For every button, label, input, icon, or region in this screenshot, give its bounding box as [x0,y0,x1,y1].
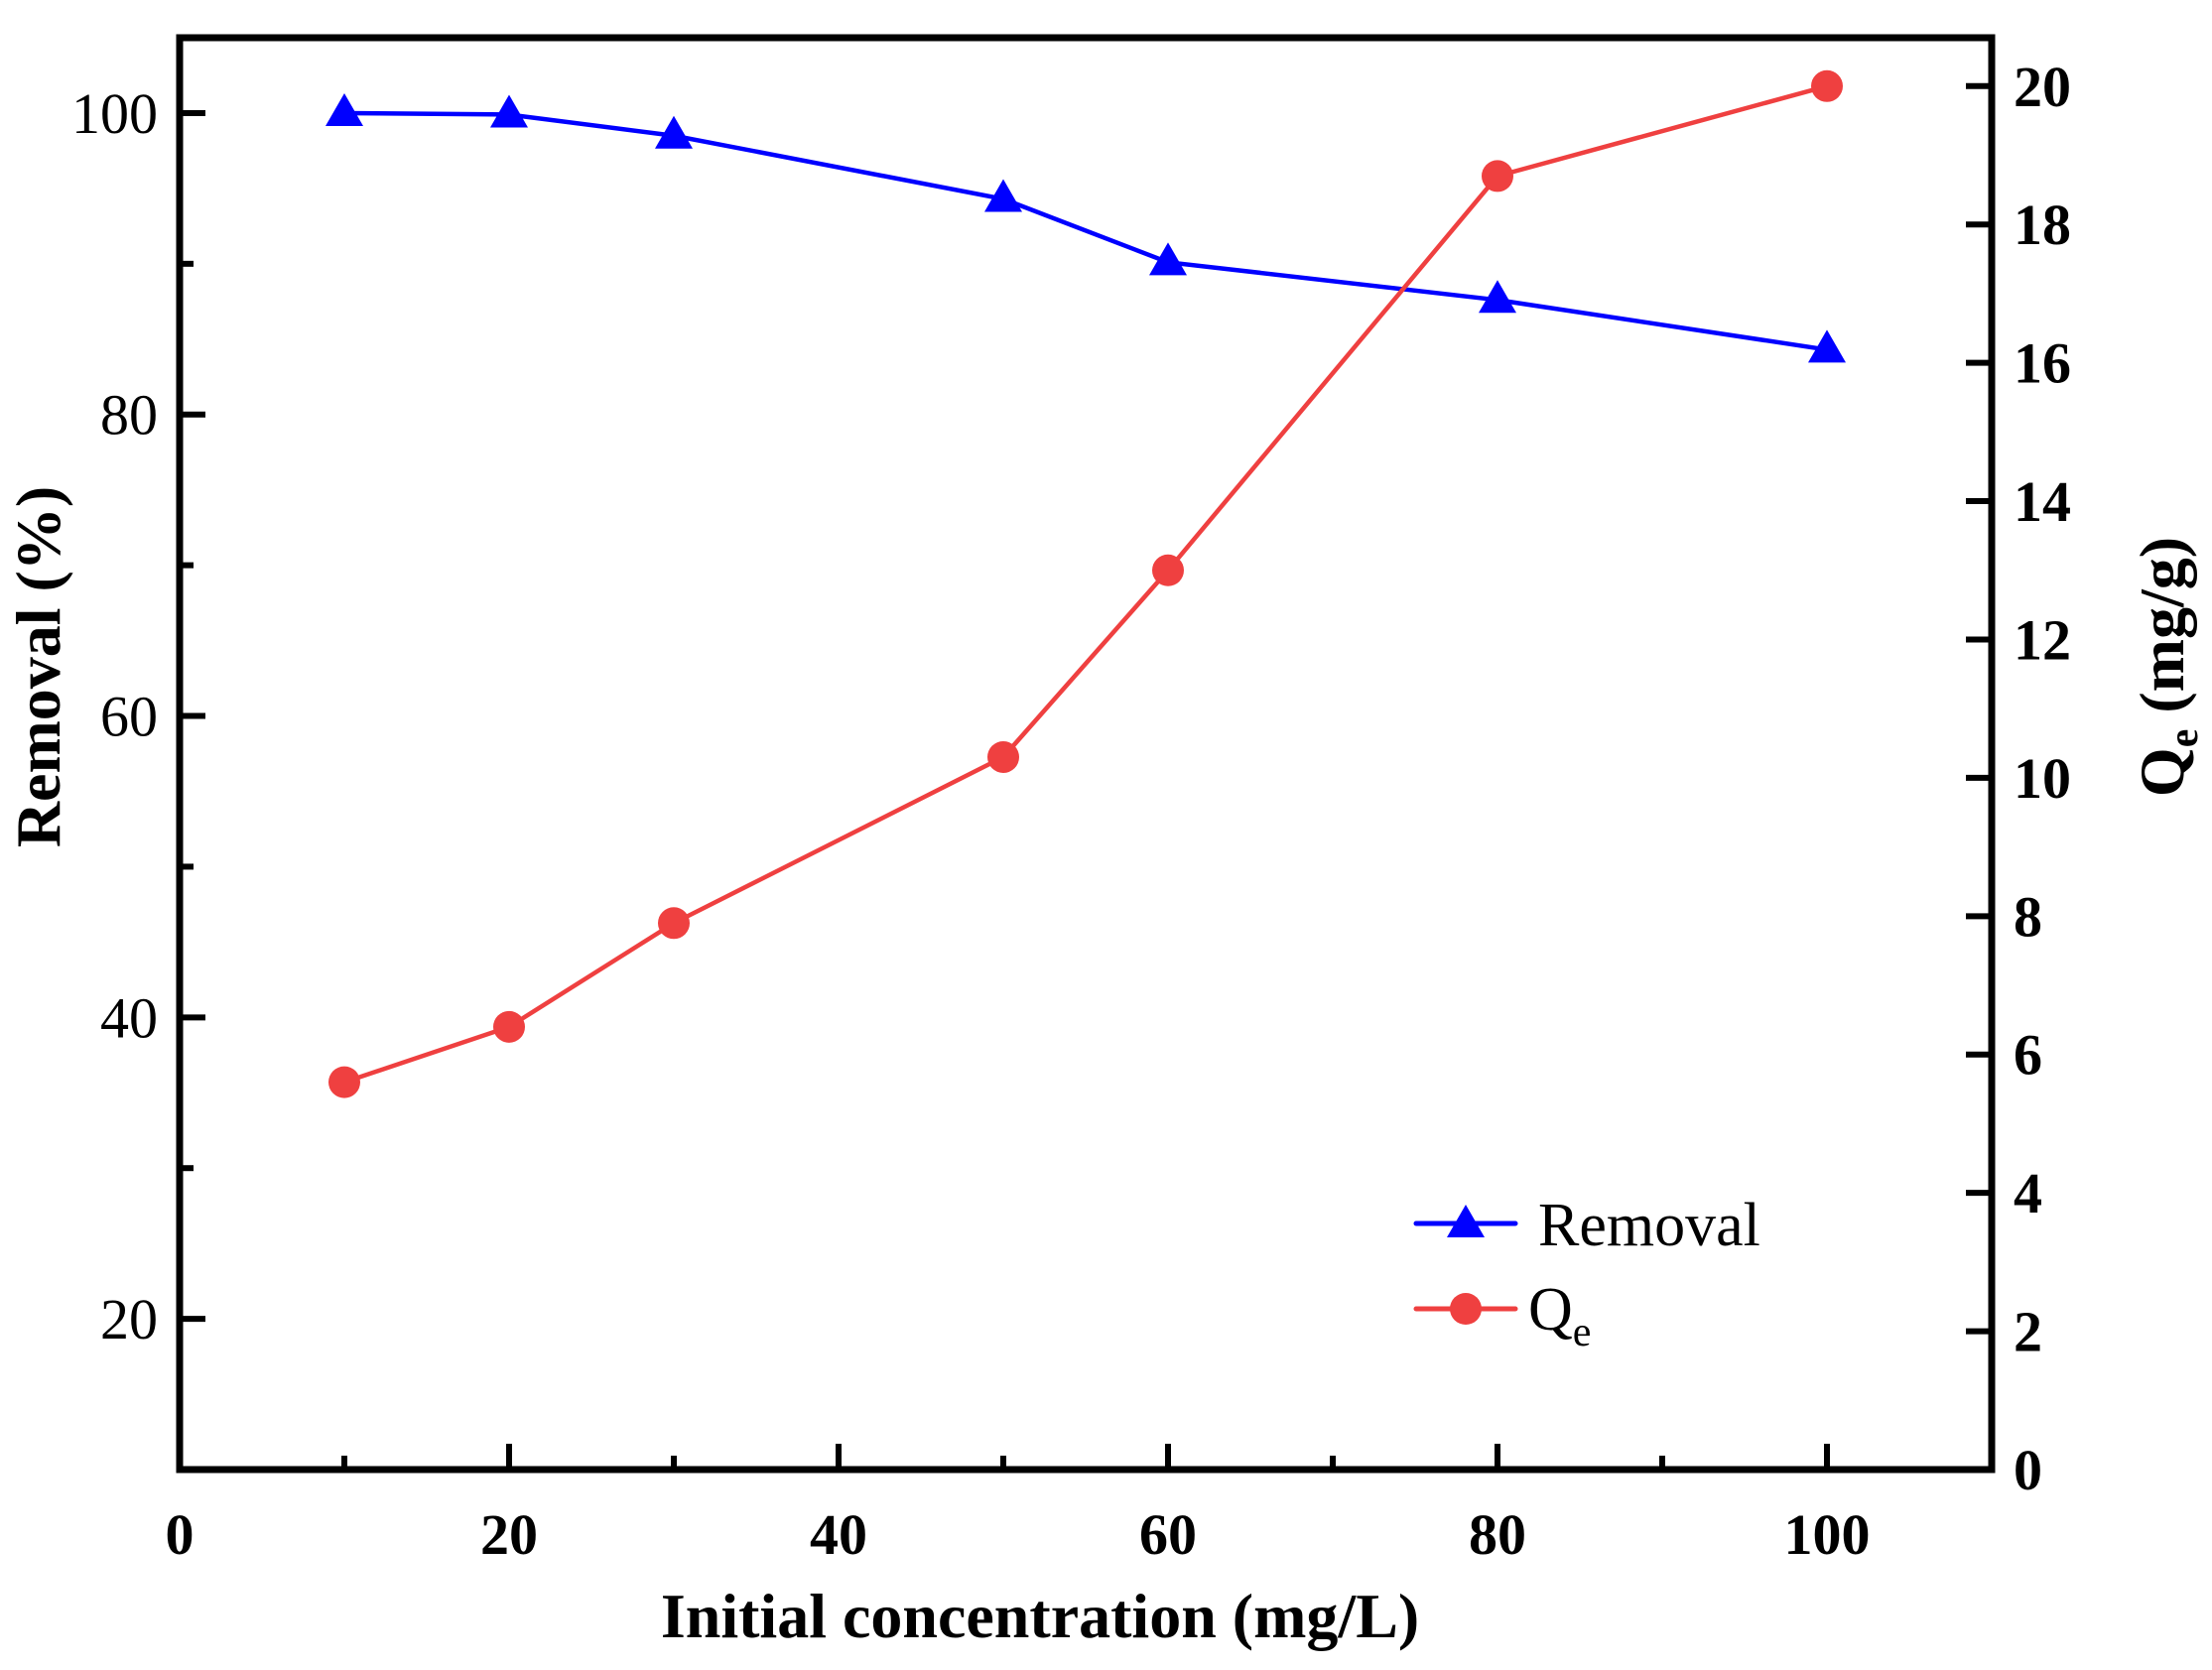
series-line-q [343,83,1828,1085]
x-tick-label: 0 [166,1502,195,1567]
svg-text:Removal: Removal [1538,1192,1760,1259]
data-point-removal [325,92,363,126]
y-left-tick-label: 40 [100,985,158,1050]
data-point-qe [987,740,1019,773]
y-right-tick-label: 18 [2014,193,2071,257]
y-left-tick-label: 20 [100,1287,158,1351]
x-tick-label: 80 [1469,1502,1526,1567]
data-point-removal [490,94,528,128]
data-point-removal [1808,329,1846,363]
y-right-tick-label: 2 [2014,1300,2042,1364]
y-right-tick-label: 6 [2014,1023,2042,1088]
x-axis-title: Initial concentration (mg/L) [661,1581,1419,1651]
data-point-removal [984,179,1022,212]
x-tick-label: 100 [1784,1502,1871,1567]
data-point-qe [1482,160,1513,193]
y-right-tick-label: 0 [2014,1438,2042,1502]
data-point-removal [655,115,693,149]
triangle-marker-icon [1447,1205,1485,1237]
y-left-tick-label: 60 [100,685,158,749]
y-right-tick-label: 16 [2014,331,2071,396]
x-tick-label: 40 [810,1502,867,1567]
data-point-qe [1811,69,1843,102]
data-point-qe [328,1066,360,1098]
y-right-tick-label: 20 [2014,55,2071,119]
data-point-qe [1152,554,1184,586]
y-right-tick-label: 10 [2014,746,2071,811]
y-right-tick-label: 14 [2014,469,2071,534]
data-point-qe [493,1010,525,1043]
y-left-axis-title: Removal (%) [3,486,73,847]
circle-marker-icon [1450,1293,1482,1325]
legend-item-removal: Removal [1413,1192,1760,1259]
data-point-qe [658,907,690,940]
plot-frame [176,34,1996,1474]
tick-labels: 0 20 40 60 80 100 20 40 60 80 100 0 2 4 6 8 10 12 14 16 18 20 [71,55,2071,1567]
legend-item-qe: Qe [1413,1276,1591,1355]
y-right-tick-label: 12 [2014,607,2071,672]
x-tick-label: 20 [480,1502,538,1567]
y-left-tick-label: 100 [71,81,158,146]
y-right-axis-title: Qe (mg/g) [2127,537,2207,797]
axis-ticks [177,82,1992,1473]
series-layer [325,69,1846,1098]
y-left-tick-label: 80 [100,383,158,448]
svg-text:Qe: Qe [1528,1276,1591,1355]
x-tick-label: 60 [1139,1502,1197,1567]
legend: Removal Qe [1413,1192,1760,1355]
y-right-tick-label: 8 [2014,884,2042,949]
data-point-removal [1479,280,1516,314]
data-point-removal [1149,242,1187,276]
y-right-tick-label: 4 [2014,1161,2042,1225]
